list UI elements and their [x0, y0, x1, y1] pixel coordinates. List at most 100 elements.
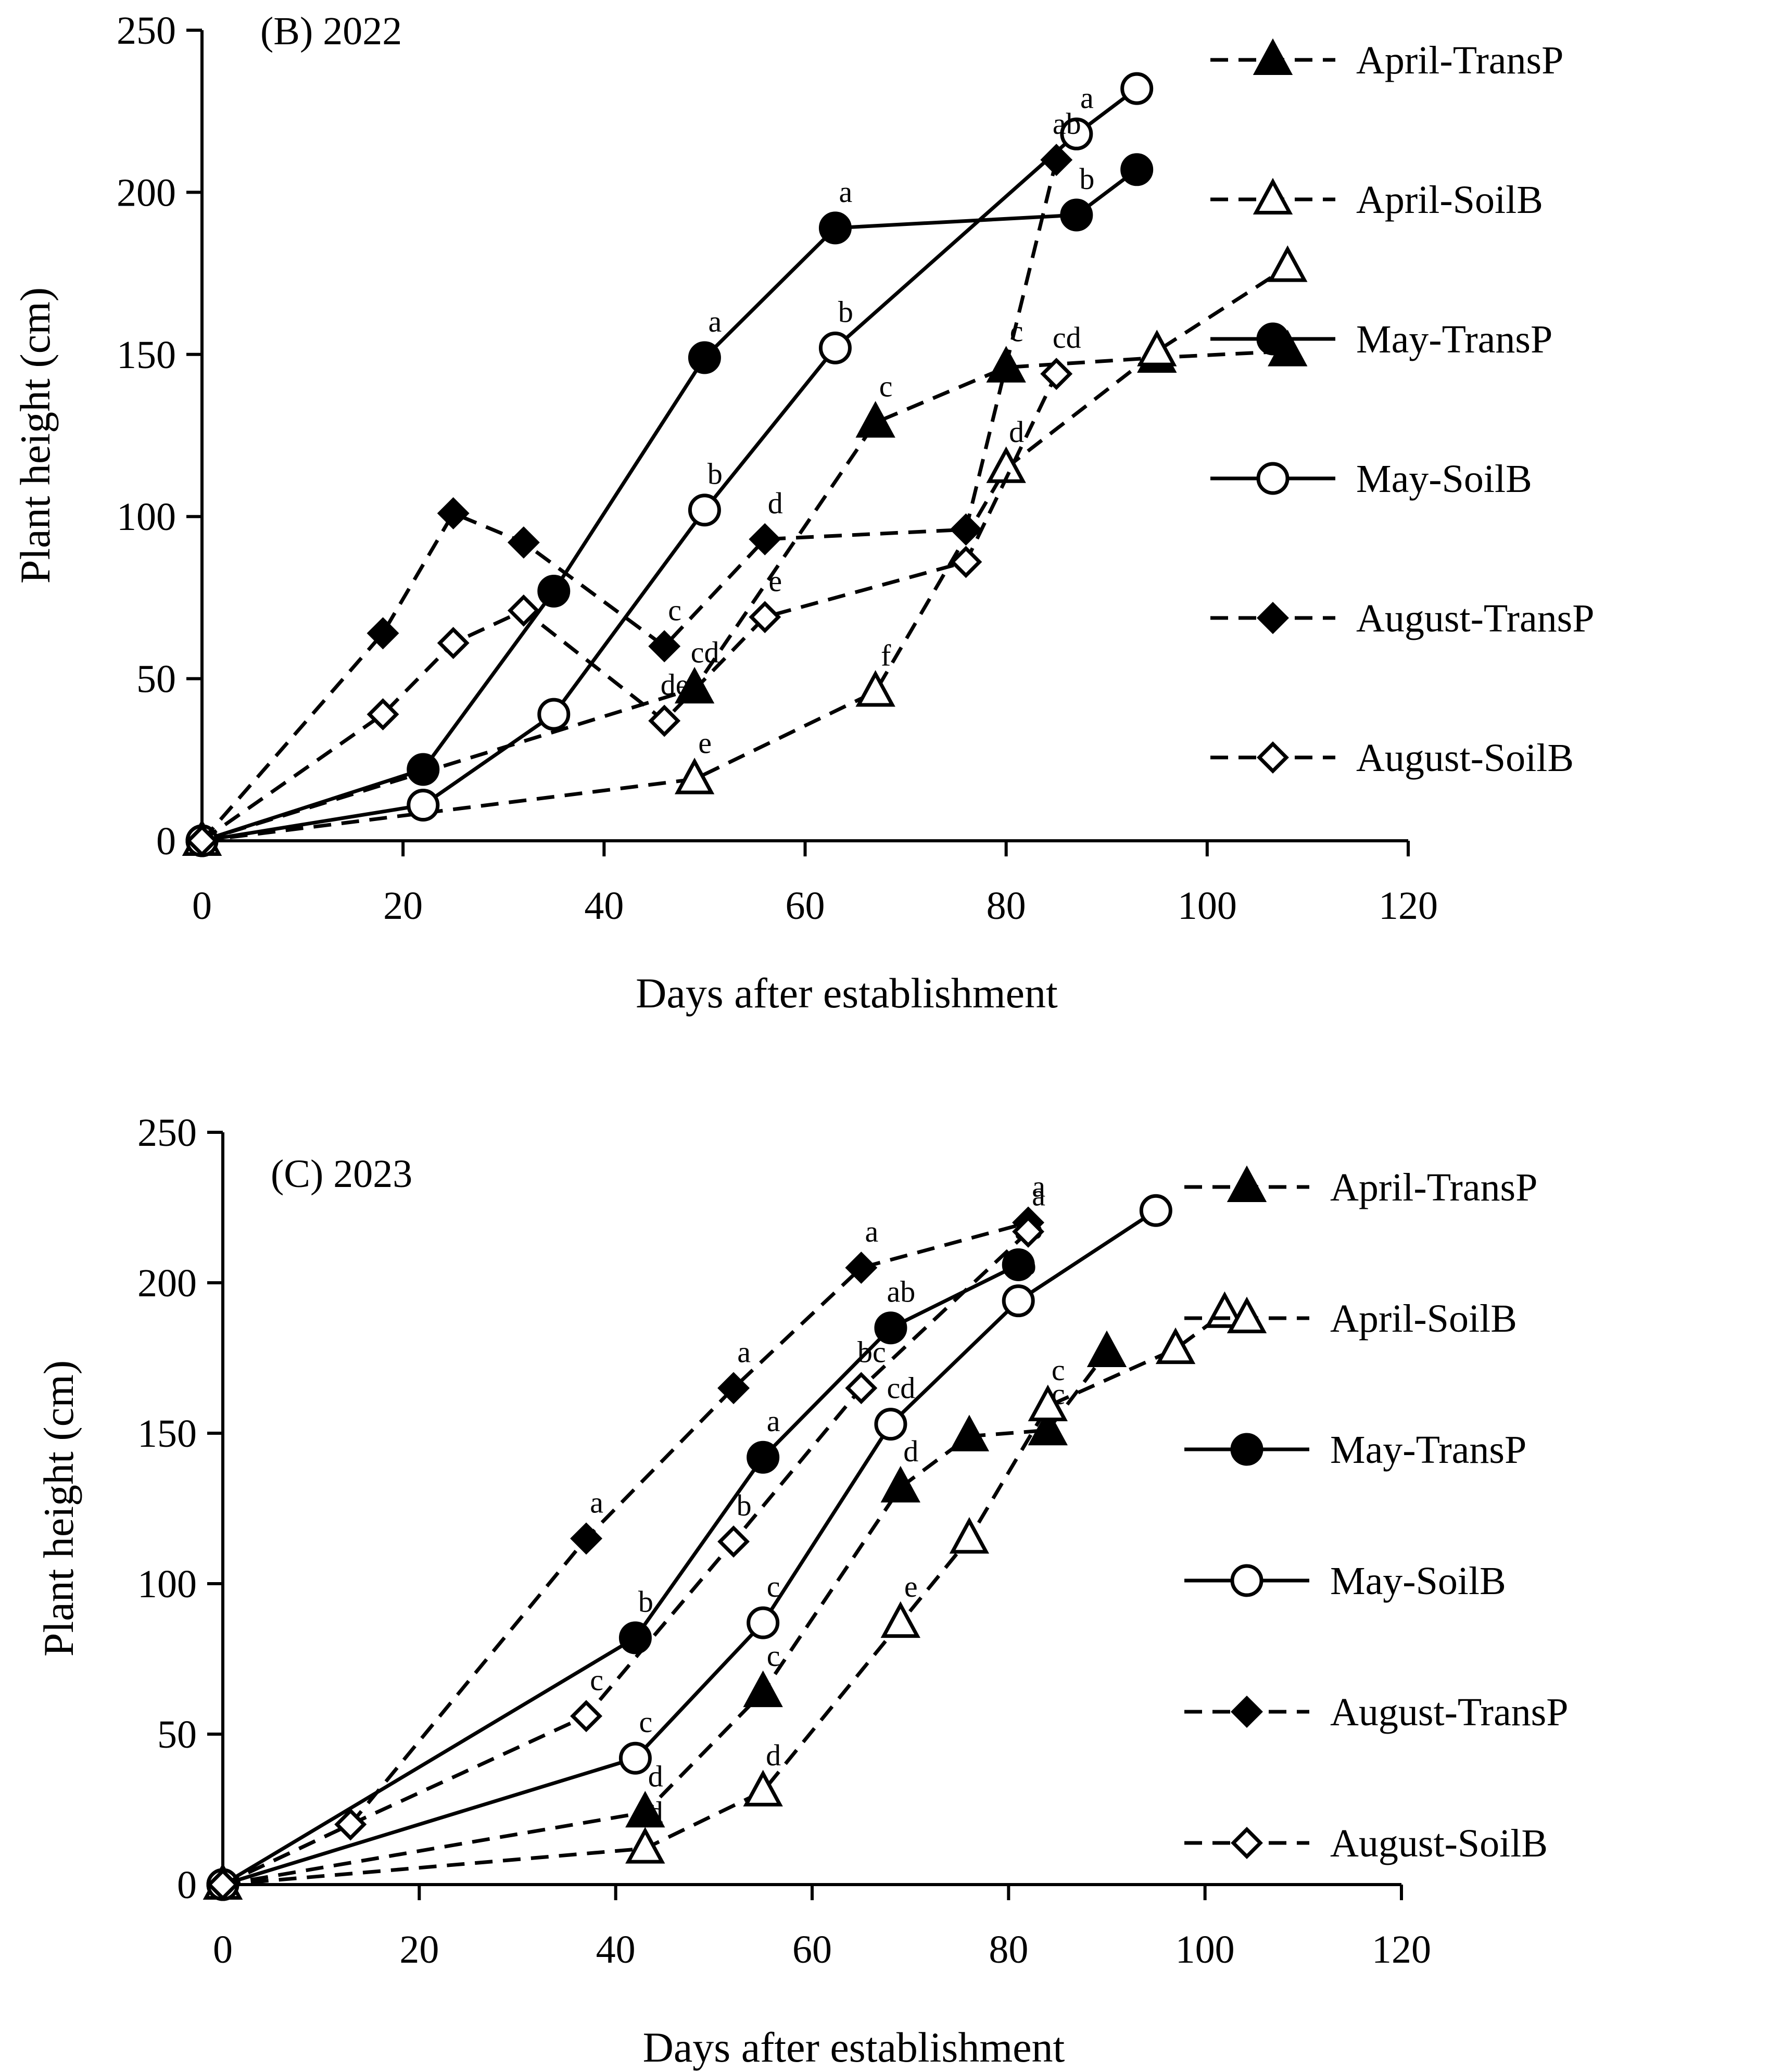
data-point — [1268, 245, 1308, 282]
x-tick-label: 120 — [1379, 884, 1438, 928]
significance-label: f — [881, 639, 891, 673]
significance-label: c — [767, 1570, 780, 1603]
data-point — [648, 630, 681, 663]
legend-label: May-SoilB — [1356, 457, 1532, 501]
data-point — [1137, 330, 1177, 367]
x-tick-label: 20 — [383, 884, 423, 928]
significance-label: a — [1032, 1179, 1045, 1212]
legend-marker — [1227, 1296, 1267, 1333]
chart-panel-0: 0 50 100 150 200 250 0 20 40 60 80 100 120 Days after… — [11, 9, 1595, 1017]
data-point — [570, 1522, 603, 1555]
data-point — [717, 1525, 750, 1558]
data-point — [1002, 1248, 1035, 1281]
data-point — [537, 574, 571, 608]
significance-label: a — [767, 1404, 780, 1438]
y-tick-label: 150 — [117, 333, 176, 377]
significance-label: c — [590, 1663, 603, 1697]
data-point — [618, 1741, 652, 1775]
x-tick-label: 20 — [399, 1928, 439, 1972]
data-point — [747, 1606, 780, 1639]
data-point — [366, 698, 399, 731]
data-point — [1012, 1215, 1045, 1248]
series-line — [222, 1311, 1226, 1887]
x-tick-label: 0 — [213, 1928, 233, 1972]
data-point — [618, 1621, 652, 1654]
significance-label: a — [1032, 1169, 1045, 1203]
significance-label: d — [903, 1434, 918, 1468]
data-point — [950, 546, 982, 578]
data-point — [845, 1252, 878, 1284]
data-point — [507, 594, 540, 627]
data-point — [1086, 1330, 1127, 1367]
y-tick-label: 250 — [137, 1111, 197, 1155]
data-point — [437, 627, 470, 660]
significance-label: e — [768, 564, 782, 598]
significance-label: c — [879, 370, 893, 403]
data-point — [874, 1408, 907, 1441]
series-may-soilb: b b a — [185, 72, 1154, 857]
x-tick-label: 60 — [786, 884, 825, 928]
y-tick-label: 100 — [117, 495, 176, 539]
x-tick-label: 0 — [192, 884, 212, 928]
panel-title: (C) 2023 — [271, 1152, 412, 1196]
series-line — [201, 168, 1138, 843]
data-point — [717, 1372, 750, 1405]
legend-marker — [1230, 1564, 1263, 1597]
data-point — [880, 1465, 920, 1503]
x-tick-label: 40 — [584, 884, 624, 928]
significance-label: b — [737, 1488, 752, 1522]
x-tick-label: 60 — [792, 1928, 832, 1972]
data-point — [855, 401, 895, 438]
significance-label: d — [768, 486, 783, 520]
y-axis-title: Plant height (cm) — [11, 287, 59, 584]
y-tick-label: 200 — [117, 171, 176, 214]
data-point — [207, 1868, 239, 1901]
significance-label: b — [838, 295, 853, 329]
significance-label: c — [1052, 1353, 1065, 1387]
significance-label: d — [648, 1796, 663, 1829]
legend-label: April-TransP — [1330, 1166, 1537, 1209]
significance-label: c — [767, 1639, 780, 1673]
data-point — [949, 1414, 990, 1451]
data-point — [743, 1670, 783, 1708]
legend-marker — [1230, 1433, 1263, 1466]
series-august-soilb: c b b c a — [207, 1179, 1045, 1901]
data-point — [334, 1808, 367, 1841]
series-line — [222, 1230, 1030, 1887]
legend-marker — [1256, 322, 1290, 356]
data-point — [1139, 1194, 1172, 1227]
data-point — [570, 1700, 603, 1733]
data-point — [1002, 1284, 1035, 1318]
data-point — [507, 526, 540, 559]
data-point — [1120, 153, 1154, 186]
significance-label: ab — [887, 1275, 916, 1309]
data-point — [186, 825, 218, 857]
x-axis-title: Days after establishment — [643, 2024, 1065, 2071]
significance-label: e — [698, 726, 712, 760]
y-tick-label: 250 — [117, 9, 176, 53]
data-point — [366, 617, 399, 650]
data-point — [874, 1311, 907, 1345]
legend-label: August-TransP — [1330, 1690, 1569, 1734]
significance-label: cd — [691, 635, 719, 669]
legend-label: August-TransP — [1356, 597, 1595, 640]
data-point — [818, 331, 852, 364]
significance-label: b — [1021, 1248, 1037, 1282]
data-point — [749, 523, 781, 555]
x-tick-label: 40 — [596, 1928, 636, 1972]
significance-label: ab — [1053, 107, 1081, 141]
legend-marker — [1227, 1165, 1267, 1202]
y-tick-label: 200 — [137, 1261, 197, 1305]
series-may-soilb: c c c d b — [206, 1194, 1172, 1901]
series-line — [200, 159, 1058, 842]
legend-marker — [1257, 602, 1289, 634]
data-point — [674, 757, 715, 794]
data-point — [1155, 1327, 1196, 1365]
data-point — [1028, 1384, 1068, 1421]
significance-label: a — [590, 1485, 603, 1519]
data-point — [1040, 358, 1073, 390]
data-point — [1120, 72, 1154, 105]
data-point — [1060, 198, 1093, 232]
